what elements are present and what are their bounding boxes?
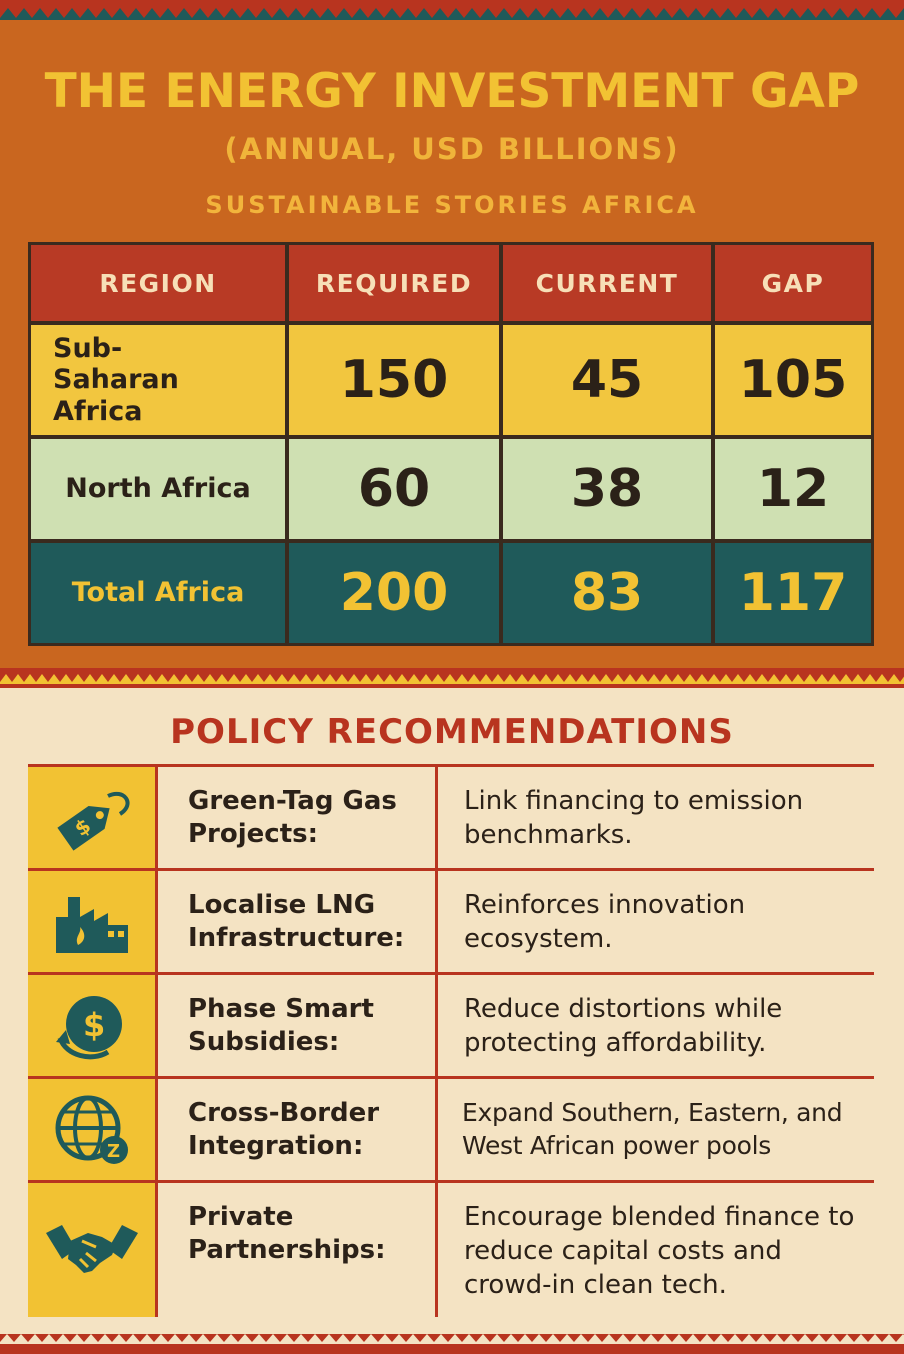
current-cell: 83	[503, 543, 715, 643]
policy-description: Link financing to emission benchmarks.	[464, 786, 804, 850]
policy-row: Localise LNG Infrastructure: Reinforces …	[28, 871, 874, 975]
policy-row: Z Cross-Border Integration: Expand South…	[28, 1079, 874, 1183]
policy-section: POLICY RECOMMENDATIONS $ Green-Tag Gas P…	[0, 688, 904, 1354]
column-header-region: REGION	[31, 245, 289, 321]
policy-row: $ Green-Tag Gas Projects: Link financing…	[28, 767, 874, 871]
gap-cell: 105	[738, 350, 848, 410]
pattern-divider	[0, 668, 904, 688]
policy-row: Private Partnerships: Encourage blended …	[28, 1183, 874, 1317]
policy-description: Reinforces innovation ecosystem.	[464, 890, 746, 954]
policy-name: Private Partnerships:	[162, 1183, 438, 1317]
table-header-row: REGION REQUIRED CURRENT GAP	[31, 245, 871, 321]
factory-icon	[28, 871, 158, 972]
policy-name: Localise LNG Infrastructure:	[162, 871, 438, 972]
region-cell: North Africa	[31, 439, 289, 539]
gap-cell: 12	[756, 459, 830, 519]
policy-name: Cross-Border Integration:	[162, 1079, 438, 1180]
required-cell: 200	[289, 543, 503, 643]
policy-title: POLICY RECOMMENDATIONS	[170, 712, 734, 752]
price-tag-icon: $	[28, 767, 158, 868]
zigzag-border-bottom	[0, 1334, 904, 1354]
handshake-icon	[28, 1183, 158, 1317]
region-label: Sub-Saharan Africa	[53, 333, 179, 427]
page-subtitle: (ANNUAL, USD BILLIONS)	[224, 132, 680, 166]
current-cell: 45	[503, 325, 715, 435]
column-header-required: REQUIRED	[289, 245, 503, 321]
gap-cell: 117	[738, 563, 848, 623]
required-cell: 60	[289, 439, 503, 539]
column-header-current: CURRENT	[503, 245, 715, 321]
policy-description: Expand Southern, Eastern, and West Afric…	[462, 1098, 843, 1160]
zigzag-border-top	[0, 0, 904, 26]
globe-icon: Z	[28, 1079, 158, 1180]
policy-name: Phase Smart Subsidies:	[162, 975, 438, 1076]
svg-text:$: $	[83, 1006, 105, 1044]
policy-row: $ Phase Smart Subsidies: Reduce distorti…	[28, 975, 874, 1079]
dollar-coin-icon: $	[28, 975, 158, 1076]
brand-name: SUSTAINABLE STORIES AFRICA	[205, 191, 699, 219]
current-cell: 38	[503, 439, 715, 539]
page-title: THE ENERGY INVESTMENT GAP	[44, 64, 860, 119]
table-row: North Africa 60 38 12	[31, 439, 871, 539]
policy-description: Reduce distortions while protecting affo…	[464, 994, 783, 1058]
policy-name: Green-Tag Gas Projects:	[162, 767, 438, 868]
policy-table: $ Green-Tag Gas Projects: Link financing…	[28, 764, 874, 1317]
table-row-total: Total Africa 200 83 117	[31, 543, 871, 643]
column-header-gap: GAP	[761, 268, 825, 298]
region-cell: Sub-Saharan Africa	[31, 325, 289, 435]
required-cell: 150	[289, 325, 503, 435]
svg-text:Z: Z	[107, 1141, 120, 1162]
investment-gap-section: THE ENERGY INVESTMENT GAP (ANNUAL, USD B…	[0, 0, 904, 668]
region-cell: Total Africa	[31, 543, 289, 643]
investment-gap-table: REGION REQUIRED CURRENT GAP Sub-Saharan …	[28, 242, 874, 646]
table-row: Sub-Saharan Africa 150 45 105	[31, 325, 871, 435]
policy-description: Encourage blended finance to reduce capi…	[464, 1202, 855, 1300]
